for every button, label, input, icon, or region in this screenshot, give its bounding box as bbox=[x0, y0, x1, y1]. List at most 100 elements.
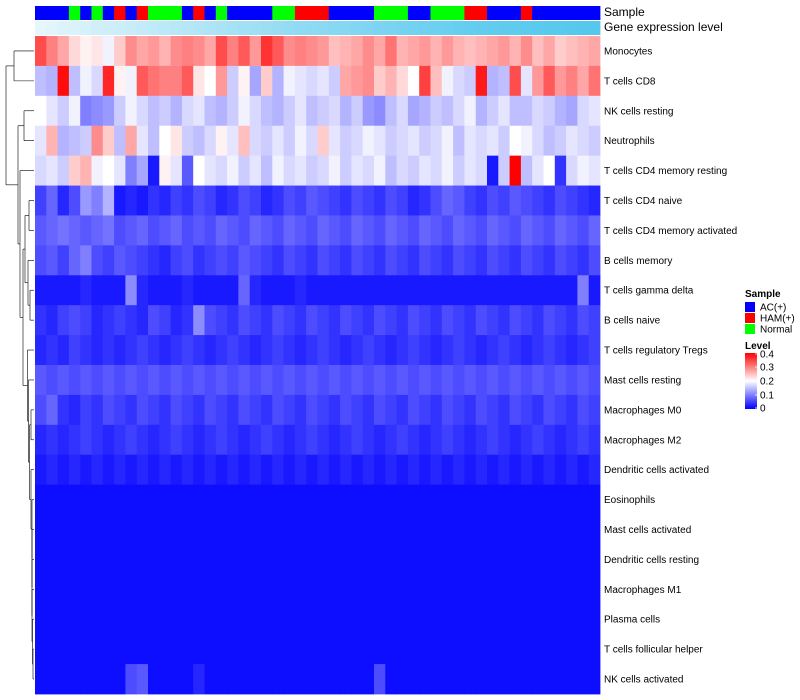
heatmap-cell bbox=[272, 514, 284, 545]
heatmap-cell bbox=[80, 125, 92, 157]
heatmap-cell bbox=[272, 305, 284, 336]
heatmap-cell bbox=[272, 484, 284, 515]
heatmap-cell bbox=[328, 65, 341, 97]
heatmap-cell bbox=[362, 305, 375, 336]
heatmap-cell bbox=[566, 65, 578, 97]
heatmap-cell bbox=[294, 424, 307, 456]
heatmap-cell bbox=[520, 305, 533, 336]
heatmap-cell bbox=[509, 215, 522, 246]
heatmap-cell bbox=[385, 95, 397, 127]
sample-anno-cell bbox=[261, 6, 273, 20]
heatmap-cell bbox=[35, 544, 47, 575]
heatmap-cell bbox=[498, 394, 510, 426]
heatmap-cell bbox=[464, 36, 477, 67]
heatmap-cell bbox=[136, 514, 149, 545]
heatmap-cell bbox=[35, 604, 47, 635]
heatmap-cell bbox=[272, 664, 284, 695]
heatmap-cell bbox=[543, 36, 556, 67]
heatmap-cell bbox=[566, 335, 578, 366]
heatmap-cell bbox=[294, 245, 307, 276]
heatmap-cell bbox=[351, 305, 364, 336]
gene-expression-anno-cell bbox=[419, 21, 431, 35]
heatmap-cell bbox=[148, 365, 160, 396]
heatmap-cell bbox=[114, 215, 126, 246]
heatmap-cell bbox=[441, 574, 454, 605]
heatmap-cells bbox=[35, 36, 601, 695]
heatmap-cell bbox=[453, 365, 465, 396]
sample-legend-label: Normal bbox=[760, 325, 792, 336]
heatmap-cell bbox=[430, 245, 443, 276]
heatmap-cell bbox=[588, 335, 601, 366]
heatmap-cell bbox=[498, 664, 510, 695]
heatmap-cell bbox=[102, 125, 115, 157]
heatmap-cell bbox=[170, 484, 183, 515]
heatmap-cell bbox=[238, 484, 251, 515]
heatmap-cell bbox=[396, 275, 409, 306]
heatmap-cell bbox=[396, 155, 409, 186]
heatmap-cell bbox=[68, 604, 81, 635]
heatmap-cell bbox=[419, 245, 431, 276]
heatmap-cell bbox=[35, 664, 47, 695]
heatmap-cell bbox=[261, 245, 273, 276]
heatmap-cell bbox=[283, 664, 296, 695]
heatmap-cell bbox=[588, 634, 601, 665]
heatmap-cell bbox=[114, 36, 126, 67]
heatmap-cell bbox=[102, 394, 115, 426]
heatmap-cell bbox=[35, 484, 47, 515]
heatmap-cell bbox=[407, 125, 420, 157]
heatmap-cell bbox=[249, 305, 262, 336]
heatmap-cell bbox=[80, 185, 92, 216]
heatmap-cell bbox=[453, 36, 465, 67]
sample-anno-cell bbox=[170, 6, 183, 20]
gene-expression-anno-cell bbox=[227, 21, 239, 35]
heatmap-cell bbox=[261, 394, 273, 426]
heatmap-cell bbox=[385, 544, 397, 575]
heatmap-cell bbox=[566, 544, 578, 575]
heatmap-cell bbox=[419, 275, 431, 306]
heatmap-cell bbox=[306, 664, 318, 695]
heatmap-cell bbox=[114, 125, 126, 157]
gene-expression-anno-cell bbox=[102, 21, 115, 35]
heatmap-cell bbox=[261, 634, 273, 665]
heatmap-cell bbox=[498, 155, 510, 186]
heatmap-cell bbox=[509, 394, 522, 426]
heatmap-cell bbox=[294, 335, 307, 366]
heatmap-cell bbox=[272, 125, 284, 157]
heatmap-cell bbox=[566, 664, 578, 695]
gene-expression-anno-cell bbox=[136, 21, 149, 35]
heatmap-cell bbox=[136, 424, 149, 456]
heatmap-cell bbox=[566, 454, 578, 486]
gene-expression-anno-cell bbox=[340, 21, 352, 35]
heatmap-cell bbox=[227, 634, 239, 665]
heatmap-cell bbox=[374, 95, 386, 127]
heatmap-cell bbox=[396, 634, 409, 665]
heatmap-cell bbox=[114, 664, 126, 695]
heatmap-cell bbox=[430, 125, 443, 157]
heatmap-cell bbox=[487, 36, 499, 67]
heatmap-cell bbox=[193, 335, 205, 366]
heatmap-cell bbox=[148, 95, 160, 127]
heatmap-cell bbox=[475, 365, 488, 396]
heatmap-cell bbox=[419, 454, 431, 486]
heatmap-cell bbox=[385, 155, 397, 186]
heatmap-cell bbox=[396, 335, 409, 366]
gene-expression-anno-cell bbox=[532, 21, 544, 35]
heatmap-cell bbox=[114, 155, 126, 186]
heatmap-cell bbox=[588, 424, 601, 456]
heatmap-cell bbox=[532, 245, 544, 276]
heatmap-cell bbox=[430, 95, 443, 127]
heatmap-cell bbox=[91, 36, 104, 67]
gene-expression-anno-cell bbox=[294, 21, 307, 35]
heatmap-cell bbox=[283, 125, 296, 157]
heatmap-cell bbox=[283, 484, 296, 515]
heatmap-cell bbox=[294, 604, 307, 635]
heatmap-cell bbox=[430, 65, 443, 97]
heatmap-cell bbox=[227, 664, 239, 695]
heatmap-cell bbox=[498, 305, 510, 336]
heatmap-cell bbox=[294, 155, 307, 186]
gene-expression-anno-cell bbox=[543, 21, 556, 35]
heatmap-cell bbox=[430, 215, 443, 246]
heatmap-cell bbox=[148, 125, 160, 157]
heatmap-cell bbox=[249, 275, 262, 306]
heatmap-cell bbox=[385, 634, 397, 665]
